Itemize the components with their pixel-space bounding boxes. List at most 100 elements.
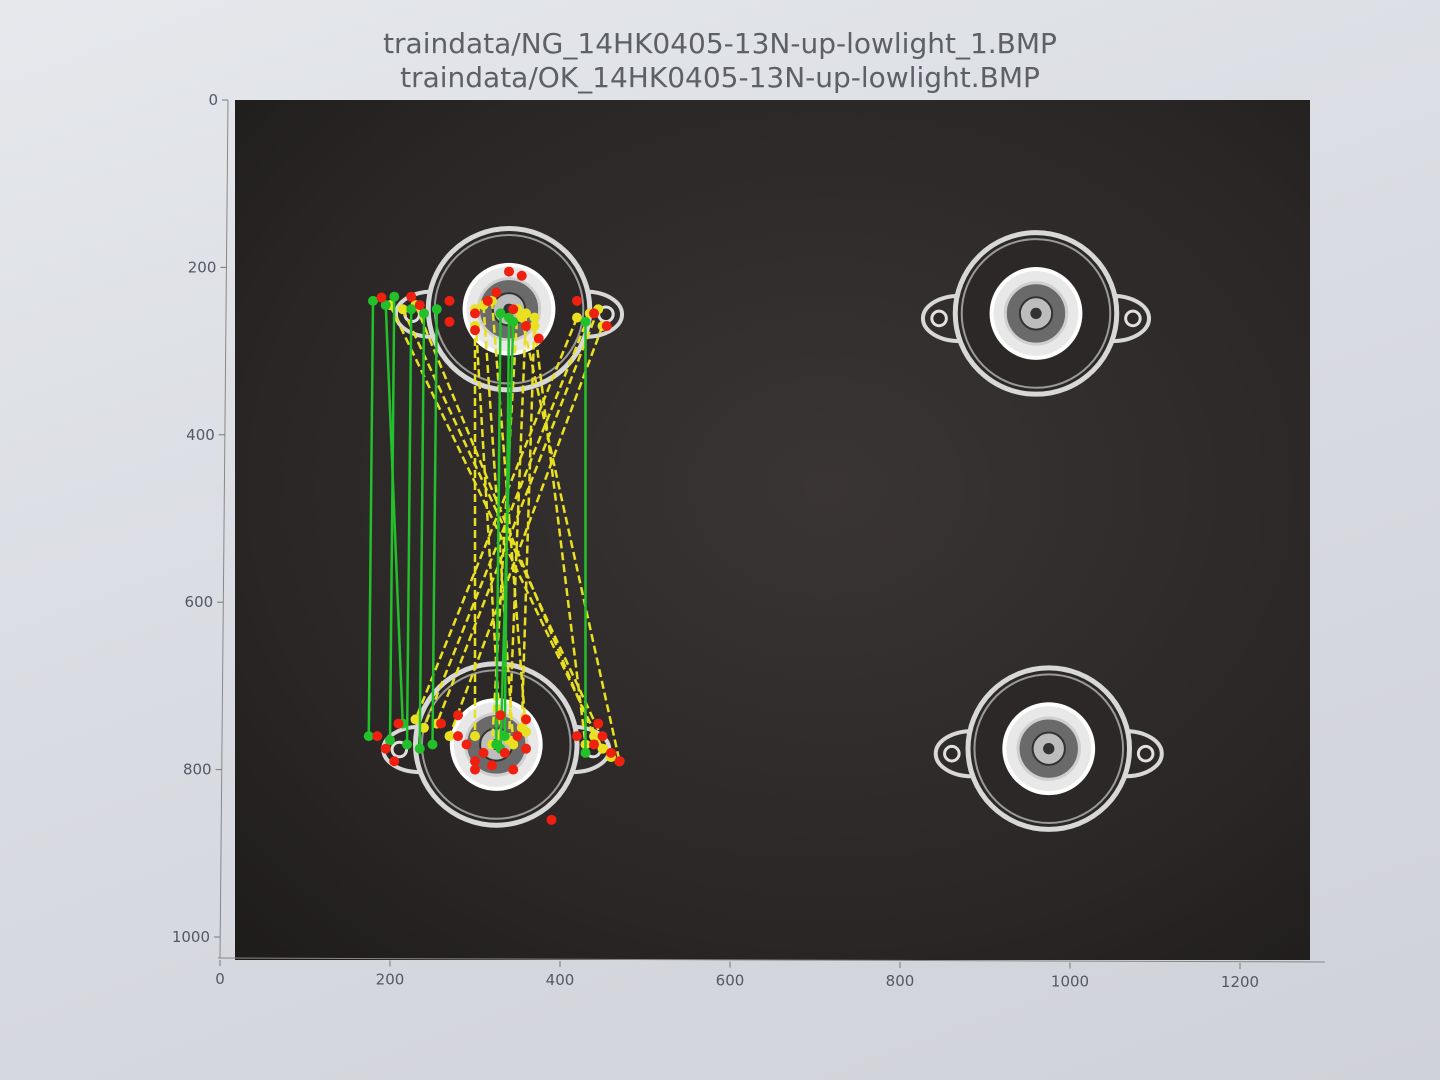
bad-match-line: [490, 300, 528, 733]
bad-match-point: [529, 320, 540, 331]
keypoint: [393, 718, 404, 729]
keypoint: [504, 266, 514, 277]
bad-match-line: [520, 317, 621, 762]
good-match-point: [406, 304, 417, 315]
x-tick-label: 1000: [1051, 973, 1089, 991]
bad-match-point: [589, 731, 599, 742]
keypoint: [389, 756, 400, 767]
x-tick-label: 0: [215, 970, 225, 988]
x-tick-label: 400: [546, 971, 575, 989]
bad-match-point: [444, 731, 455, 742]
y-tick-label: 200: [188, 258, 217, 276]
keypoint: [470, 325, 480, 336]
keypoint: [516, 270, 527, 281]
keypoint: [601, 320, 612, 331]
keypoint: [508, 764, 519, 775]
keypoint: [436, 718, 446, 729]
good-match-point: [385, 735, 395, 746]
y-axis-line: [219, 99, 229, 959]
keypoint: [546, 814, 557, 825]
bad-match-line: [414, 317, 579, 720]
bad-match-point: [419, 722, 429, 733]
x-tick-label: 800: [886, 972, 915, 990]
good-match-point: [431, 304, 442, 315]
good-match-point: [389, 291, 400, 302]
keypoint: [521, 320, 531, 331]
x-tick-label: 1200: [1221, 973, 1259, 991]
good-match-line: [431, 309, 438, 745]
keypoint: [589, 308, 599, 319]
keypoint: [444, 316, 455, 327]
bad-match-point: [572, 312, 582, 323]
keypoint: [414, 300, 425, 311]
bad-match-line: [435, 308, 600, 725]
keypoint: [487, 760, 497, 771]
keypoint: [406, 291, 417, 302]
figure-title-line-2: traindata/OK_14HK0405-13N-up-lowlight.BM…: [400, 61, 1040, 94]
keypoint: [482, 295, 493, 306]
keypoint: [444, 295, 455, 306]
good-match-point: [419, 308, 429, 319]
keypoint: [495, 710, 506, 721]
good-match-point: [427, 739, 438, 750]
good-match-point: [363, 731, 374, 742]
bad-match-line: [414, 304, 596, 737]
keypoint: [380, 743, 391, 754]
x-tick-label: 600: [716, 972, 745, 990]
keypoint: [453, 731, 463, 742]
y-tick-labels: 0 200 400 600 800 1000: [172, 91, 228, 946]
good-match-line: [499, 321, 515, 749]
keypoint: [614, 756, 625, 767]
keypoint: [597, 731, 608, 742]
good-match-point: [580, 747, 591, 758]
good-match-line: [388, 296, 396, 741]
y-tick-label: 1000: [172, 928, 210, 946]
keypoint: [470, 756, 480, 767]
keypoint: [478, 747, 489, 758]
keypoint: [453, 710, 463, 721]
ok-part-bottom-right: [933, 665, 1164, 832]
keypoint: [512, 731, 523, 742]
keypoint: [521, 743, 531, 754]
good-match-point: [368, 295, 378, 306]
good-match-point: [495, 308, 506, 319]
good-match-line: [367, 300, 375, 737]
good-match-point: [402, 739, 412, 750]
keypoint: [606, 747, 616, 758]
keypoint: [593, 718, 604, 729]
good-match-line: [418, 313, 426, 749]
x-tick-labels: 0 200 400 600 800 1000 1200: [215, 960, 1259, 991]
keypoint: [491, 287, 502, 298]
keypoint: [461, 739, 472, 750]
bad-match-point: [529, 312, 540, 323]
ok-part-top-right: [920, 230, 1152, 397]
y-tick-label: 400: [186, 426, 215, 444]
keypoints-layer: [372, 266, 625, 825]
bad-match-line: [533, 325, 587, 745]
y-tick-label: 800: [183, 761, 212, 779]
good-match-line: [405, 309, 413, 745]
keypoint: [376, 292, 387, 303]
keypoint: [589, 739, 599, 750]
good-match-line: [495, 313, 502, 745]
y-tick-label: 600: [185, 593, 214, 611]
good-match-point: [414, 743, 425, 754]
keypoint: [572, 295, 582, 306]
keypoint: [572, 731, 582, 742]
image-panel: [235, 100, 1310, 960]
bad-match-line: [388, 304, 604, 750]
keypoint: [372, 731, 383, 742]
good-match-point: [580, 316, 591, 327]
bad-match-point: [410, 714, 421, 725]
bad-match-point: [516, 722, 527, 733]
keypoint: [470, 764, 480, 775]
good-match-point: [508, 316, 519, 327]
good-match-line: [384, 305, 404, 724]
keypoint: [508, 304, 519, 315]
x-tick-label: 200: [376, 971, 405, 989]
figure-title-line-1: traindata/NG_14HK0405-13N-up-lowlight_1.…: [383, 27, 1057, 60]
bad-match-point: [470, 731, 480, 742]
x-axis-line: [217, 957, 1326, 963]
y-tick-label: 0: [208, 91, 218, 109]
good-match-point: [499, 731, 510, 742]
